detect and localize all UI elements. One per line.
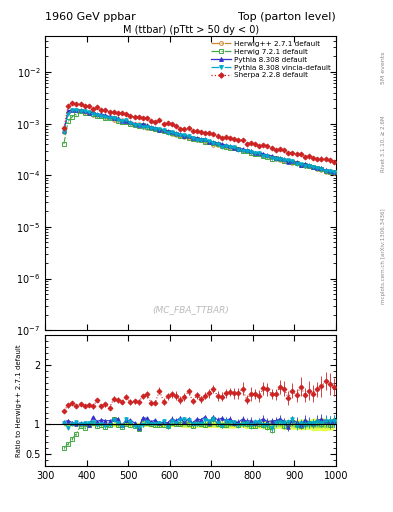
Text: mcplots.cern.ch [arXiv:1306.3436]: mcplots.cern.ch [arXiv:1306.3436] bbox=[381, 208, 386, 304]
Text: 1960 GeV ppbar: 1960 GeV ppbar bbox=[45, 11, 136, 22]
Y-axis label: Ratio to Herwig++ 2.7.1 default: Ratio to Herwig++ 2.7.1 default bbox=[16, 345, 22, 457]
Title: M (ttbar) (pTtt > 50 dy < 0): M (ttbar) (pTtt > 50 dy < 0) bbox=[123, 25, 259, 35]
Text: 5M events: 5M events bbox=[381, 51, 386, 83]
Text: Top (parton level): Top (parton level) bbox=[238, 11, 336, 22]
Text: (MC_FBA_TTBAR): (MC_FBA_TTBAR) bbox=[152, 305, 229, 314]
Legend: Herwig++ 2.7.1 default, Herwig 7.2.1 default, Pythia 8.308 default, Pythia 8.308: Herwig++ 2.7.1 default, Herwig 7.2.1 def… bbox=[209, 39, 332, 80]
Text: Rivet 3.1.10, ≥ 2.6M: Rivet 3.1.10, ≥ 2.6M bbox=[381, 115, 386, 172]
